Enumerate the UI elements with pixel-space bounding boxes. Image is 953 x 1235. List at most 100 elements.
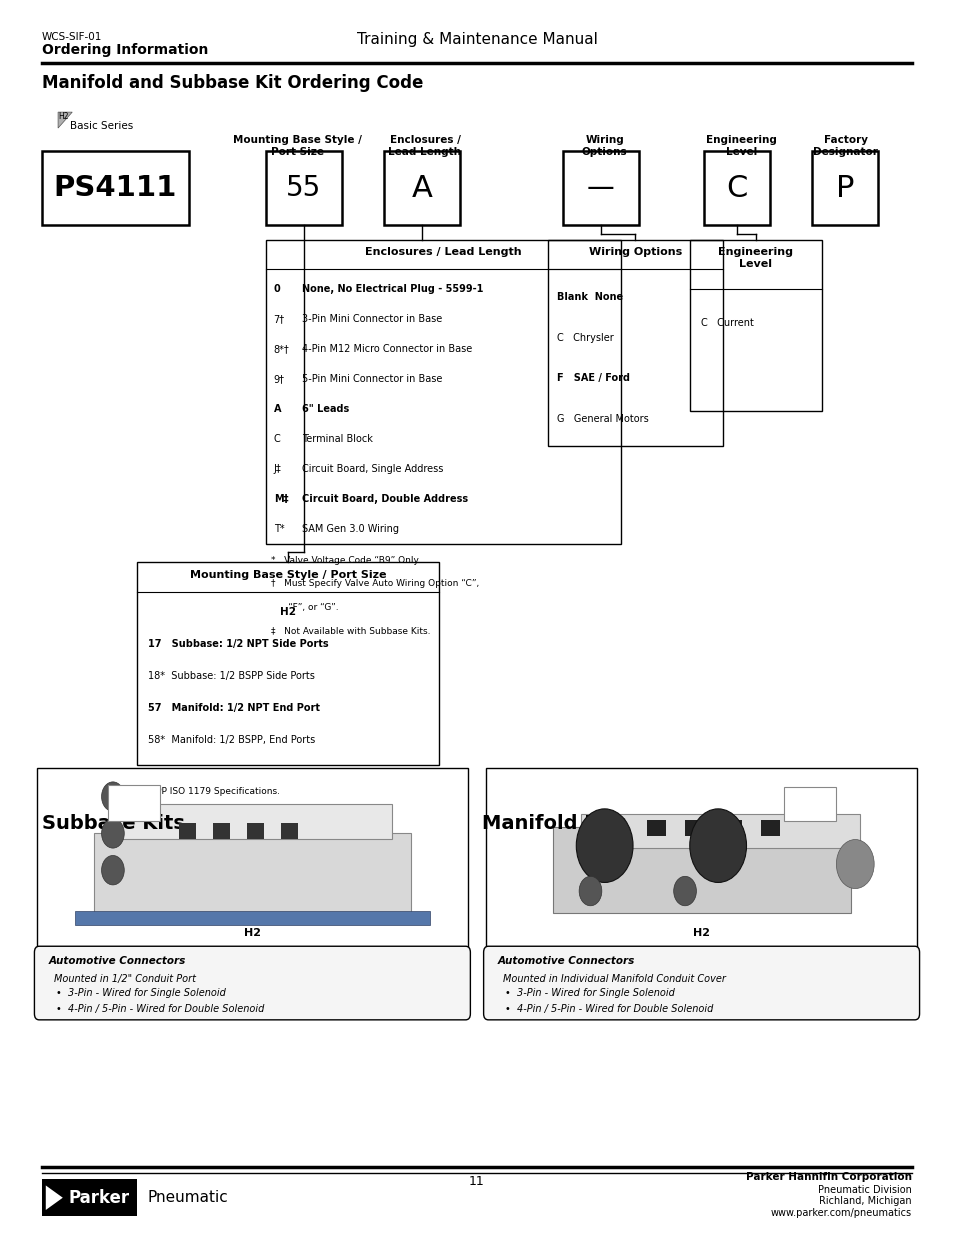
Circle shape — [673, 877, 696, 905]
FancyBboxPatch shape — [112, 804, 392, 839]
Text: Mounting Base Style / Port Size: Mounting Base Style / Port Size — [190, 569, 386, 579]
Text: 55: 55 — [286, 174, 321, 203]
Text: A: A — [274, 404, 281, 414]
Text: Subbase Kits: Subbase Kits — [42, 814, 185, 832]
Bar — [108, 784, 160, 821]
Text: Factory
Designator: Factory Designator — [813, 136, 878, 157]
Circle shape — [576, 809, 633, 883]
Text: Pneumatic Division: Pneumatic Division — [818, 1186, 911, 1195]
Text: Wiring Options: Wiring Options — [588, 247, 681, 257]
Text: Circuit Board, Single Address: Circuit Board, Single Address — [302, 464, 443, 474]
Text: •  4-Pin / 5-Pin - Wired for Double Solenoid: • 4-Pin / 5-Pin - Wired for Double Solen… — [505, 1004, 713, 1014]
Text: Mounted in Individual Manifold Conduit Cover: Mounted in Individual Manifold Conduit C… — [503, 974, 725, 984]
Text: C   Current: C Current — [700, 319, 753, 329]
Bar — [179, 823, 196, 839]
Bar — [783, 787, 836, 821]
Text: —: — — [586, 174, 614, 203]
Text: Ordering Information: Ordering Information — [42, 43, 208, 57]
Text: Terminal Block: Terminal Block — [302, 433, 373, 443]
Circle shape — [578, 877, 601, 905]
Text: 3-Pin Mini Connector in Base: 3-Pin Mini Connector in Base — [302, 314, 442, 324]
Text: Parker Hannifin Corporation: Parker Hannifin Corporation — [745, 1172, 911, 1182]
Text: Enclosures / Lead Length: Enclosures / Lead Length — [365, 247, 521, 257]
Text: H2: H2 — [693, 927, 709, 937]
Text: •  3-Pin - Wired for Single Solenoid: • 3-Pin - Wired for Single Solenoid — [505, 988, 675, 998]
FancyBboxPatch shape — [94, 832, 411, 919]
FancyBboxPatch shape — [552, 826, 850, 913]
Text: 0: 0 — [274, 284, 280, 294]
Text: Circuit Board, Double Address: Circuit Board, Double Address — [302, 494, 468, 504]
Bar — [811, 152, 877, 225]
Text: Automotive Connectors: Automotive Connectors — [49, 956, 186, 966]
Bar — [266, 152, 341, 225]
Text: Mounted in 1/2" Conduit Port: Mounted in 1/2" Conduit Port — [54, 974, 196, 984]
Bar — [42, 152, 189, 225]
Bar — [281, 823, 298, 839]
Text: Manifold Kits: Manifold Kits — [481, 814, 626, 832]
Text: ‡   Not Available with Subbase Kits.: ‡ Not Available with Subbase Kits. — [271, 626, 430, 635]
Text: 8*†: 8*† — [274, 343, 289, 353]
Text: 11: 11 — [469, 1176, 484, 1188]
Text: 5-Pin Mini Connector in Base: 5-Pin Mini Connector in Base — [302, 374, 442, 384]
Text: 18*  Subbase: 1/2 BSPP Side Ports: 18* Subbase: 1/2 BSPP Side Ports — [148, 672, 314, 682]
Text: SAM Gen 3.0 Wiring: SAM Gen 3.0 Wiring — [302, 524, 398, 534]
FancyBboxPatch shape — [580, 814, 859, 848]
Bar — [266, 240, 620, 543]
Bar — [703, 152, 769, 225]
Circle shape — [101, 819, 124, 848]
Text: C: C — [274, 433, 280, 443]
Circle shape — [101, 856, 124, 885]
Text: T*: T* — [274, 524, 284, 534]
Text: Training & Maintenance Manual: Training & Maintenance Manual — [356, 32, 597, 47]
FancyBboxPatch shape — [34, 946, 470, 1020]
Text: Mounting Base Style /
Port Size: Mounting Base Style / Port Size — [233, 136, 361, 157]
Bar — [384, 152, 459, 225]
Text: Wiring
Options: Wiring Options — [581, 136, 627, 157]
Text: Engineering
Level: Engineering Level — [718, 247, 793, 269]
Text: 17   Subbase: 1/2 NPT Side Ports: 17 Subbase: 1/2 NPT Side Ports — [148, 640, 328, 650]
Text: 58*  Manifold: 1/2 BSPP, End Ports: 58* Manifold: 1/2 BSPP, End Ports — [148, 735, 314, 745]
Text: Automotive Connectors: Automotive Connectors — [497, 956, 635, 966]
Text: C: C — [725, 174, 747, 203]
Text: Enclosures /
Lead Length: Enclosures / Lead Length — [388, 136, 461, 157]
Text: Blank  None: Blank None — [557, 293, 623, 303]
Text: Basic Series: Basic Series — [71, 121, 133, 131]
Bar — [37, 768, 467, 1016]
Text: H2: H2 — [244, 927, 260, 937]
Text: Engineering
Level: Engineering Level — [705, 136, 777, 157]
Text: * BSPP ISO 1179 Specifications.: * BSPP ISO 1179 Specifications. — [136, 787, 279, 795]
Text: *   Valve Voltage Code “B9” Only.: * Valve Voltage Code “B9” Only. — [271, 556, 420, 566]
Text: H2: H2 — [58, 112, 69, 121]
Text: “F”, or “G”.: “F”, or “G”. — [271, 603, 338, 611]
Text: F   SAE / Ford: F SAE / Ford — [557, 373, 630, 383]
Text: •  3-Pin - Wired for Single Solenoid: • 3-Pin - Wired for Single Solenoid — [56, 988, 226, 998]
Text: 6" Leads: 6" Leads — [302, 404, 349, 414]
Text: •  4-Pin / 5-Pin - Wired for Double Solenoid: • 4-Pin / 5-Pin - Wired for Double Solen… — [56, 1004, 264, 1014]
Text: C   Chrysler: C Chrysler — [557, 333, 614, 343]
Text: H2: H2 — [279, 608, 295, 618]
Text: None, No Electrical Plug - 5599-1: None, No Electrical Plug - 5599-1 — [302, 284, 483, 294]
Circle shape — [689, 809, 746, 883]
Bar — [760, 820, 779, 836]
Bar — [486, 768, 916, 1016]
Polygon shape — [46, 1186, 63, 1210]
Text: Manifold and Subbase Kit Ordering Code: Manifold and Subbase Kit Ordering Code — [42, 74, 423, 93]
Text: †   Must Specify Valve Auto Wiring Option “C”,: † Must Specify Valve Auto Wiring Option … — [271, 579, 478, 588]
Bar — [722, 820, 741, 836]
Bar — [247, 823, 264, 839]
Text: WCS-SIF-01: WCS-SIF-01 — [42, 32, 102, 42]
Text: www.parker.com/pneumatics: www.parker.com/pneumatics — [770, 1208, 911, 1218]
Bar — [684, 820, 703, 836]
FancyBboxPatch shape — [483, 946, 919, 1020]
Text: Parker: Parker — [68, 1189, 130, 1207]
Text: Pneumatic: Pneumatic — [148, 1191, 229, 1205]
Bar — [646, 820, 665, 836]
Text: Richland, Michigan: Richland, Michigan — [819, 1197, 911, 1207]
Bar — [42, 1179, 136, 1216]
Circle shape — [101, 782, 124, 811]
Bar — [136, 562, 438, 764]
Bar — [547, 240, 722, 446]
Bar — [689, 240, 821, 411]
Text: M‡: M‡ — [274, 494, 288, 504]
Circle shape — [836, 840, 873, 889]
